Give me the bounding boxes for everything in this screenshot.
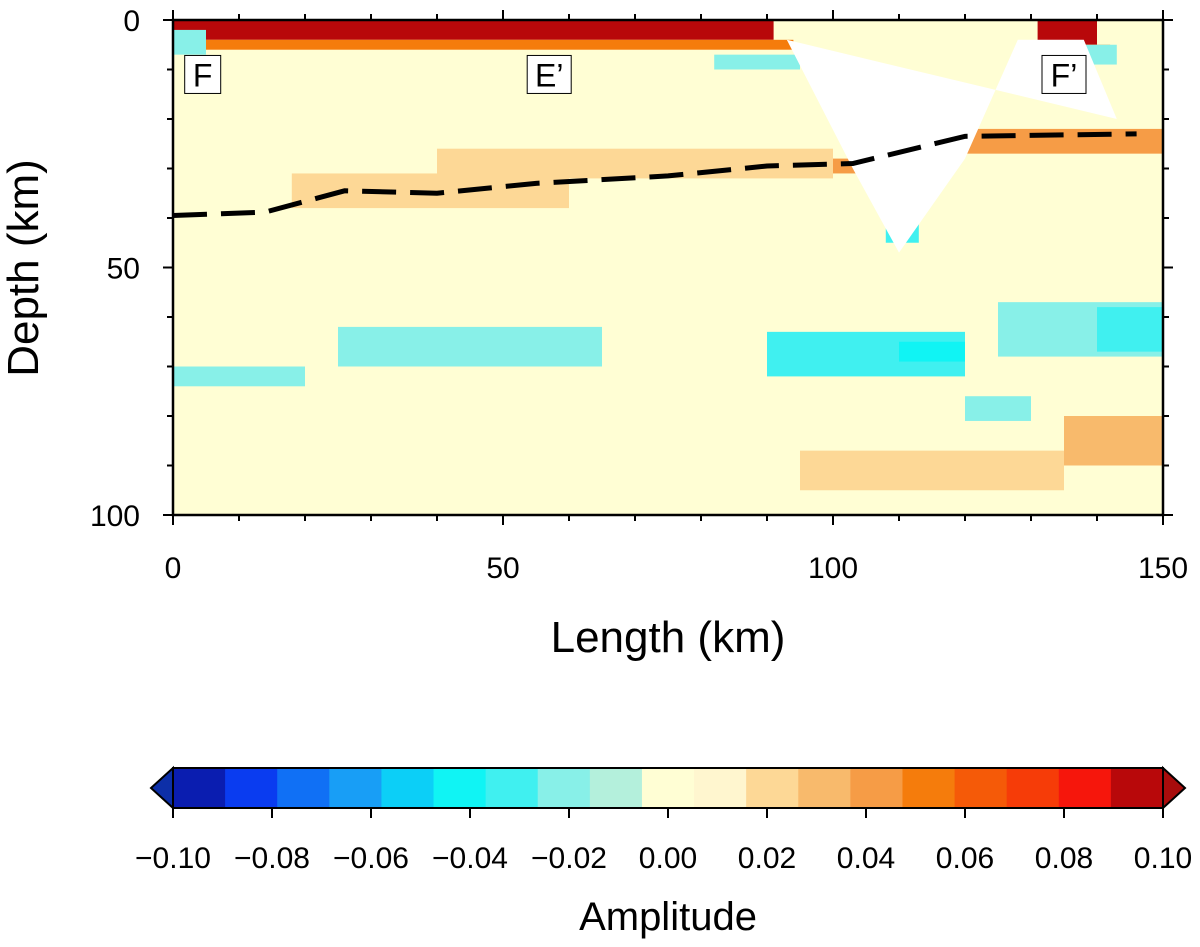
colorbar-tick-label: 0.08: [1035, 842, 1093, 875]
amplitude-cell: [800, 450, 1064, 491]
colorbar-swatch: [746, 768, 799, 808]
y-axis-label: Depth (km): [0, 159, 48, 377]
amplitude-cell: [714, 54, 800, 70]
y-tick-label: 0: [123, 5, 140, 38]
colorbar-swatch: [902, 768, 956, 808]
colorbar-tick-label: 0.10: [1134, 842, 1192, 875]
axis-ticks: [163, 10, 1173, 525]
colorbar-over-triangle: [1162, 765, 1187, 811]
profile-label-box: [1041, 54, 1087, 94]
amplitude-cell: [1064, 416, 1163, 466]
profile-label: F’: [1041, 54, 1087, 94]
profile-label-box: [526, 54, 572, 94]
profile-label-text: F: [193, 57, 213, 93]
profile-labels: F E’ F’: [184, 54, 1087, 94]
colorbar-swatch: [1006, 768, 1060, 808]
colorbar-swatch: [537, 768, 591, 808]
no-data-wedge: [786, 39, 1117, 253]
colorbar-swatch: [485, 768, 539, 808]
colorbar-swatch: [433, 768, 487, 808]
x-tick-label: 100: [808, 552, 858, 585]
amplitude-cell: [173, 366, 305, 387]
colorbar-tick-label: −0.06: [333, 842, 409, 875]
colorbar: −0.10 −0.08 −0.06 −0.04 −0.02 0.00 0.02 0.04 0.0…: [135, 765, 1192, 939]
profile-label: E’: [526, 54, 572, 94]
colorbar-swatch: [381, 768, 435, 808]
colorbar-under-triangle: [149, 765, 174, 811]
amplitude-cell: [965, 396, 1031, 421]
profile-label-text: E’: [535, 57, 563, 93]
section-plot: F E’ F’ 0 50 100 150 0 50 100 Length (km) Depth…: [0, 5, 1188, 662]
moho-dashed-line: [173, 131, 1137, 219]
amplitude-cell: [1097, 307, 1163, 352]
colorbar-label: Amplitude: [579, 895, 757, 939]
x-tick-label: 50: [486, 552, 519, 585]
profile-label: F: [184, 54, 222, 94]
colorbar-ticks: [172, 808, 1164, 818]
colorbar-tick-label: 0.00: [639, 842, 697, 875]
colorbar-swatch: [694, 768, 747, 808]
colorbar-swatch: [798, 768, 851, 808]
y-tick-labels: 0 50 100: [90, 5, 140, 533]
colorbar-swatch: [277, 768, 330, 808]
amplitude-cell: [173, 39, 794, 50]
x-tick-label: 0: [165, 552, 182, 585]
amplitude-cell: [173, 29, 206, 55]
amplitude-cell: [899, 341, 965, 362]
colorbar-tick-label: 0.06: [936, 842, 994, 875]
x-axis-label: Length (km): [551, 613, 786, 662]
profile-label-text: F’: [1051, 57, 1078, 93]
colorbar-swatch: [1110, 768, 1164, 808]
x-tick-labels: 0 50 100 150: [165, 552, 1188, 585]
colorbar-swatch: [641, 768, 695, 808]
colorbar-tick-label: 0.02: [738, 842, 796, 875]
plot-background: [173, 20, 1163, 515]
colorbar-swatch: [589, 768, 643, 808]
colorbar-tick-label: −0.02: [531, 842, 607, 875]
colorbar-tick-labels: −0.10 −0.08 −0.06 −0.04 −0.02 0.00 0.02 0.04 0.0…: [135, 842, 1192, 875]
colorbar-swatch: [225, 768, 278, 808]
colorbar-swatch: [850, 768, 903, 808]
colorbar-tick-label: −0.08: [234, 842, 310, 875]
colorbar-swatch: [329, 768, 382, 808]
profile-label-box: [184, 54, 222, 94]
colorbar-swatches: [173, 768, 1164, 808]
colorbar-swatch: [954, 768, 1008, 808]
colorbar-tick-label: −0.04: [432, 842, 508, 875]
amplitude-cell: [173, 20, 774, 40]
y-tick-label: 100: [90, 500, 140, 533]
y-tick-label: 50: [107, 253, 140, 286]
colorbar-tick-label: −0.10: [135, 842, 211, 875]
colorbar-swatch: [1058, 768, 1112, 808]
colorbar-tick-label: 0.04: [837, 842, 895, 875]
colorbar-swatch: [173, 768, 226, 808]
x-tick-label: 150: [1138, 552, 1188, 585]
amplitude-cell: [338, 326, 602, 367]
